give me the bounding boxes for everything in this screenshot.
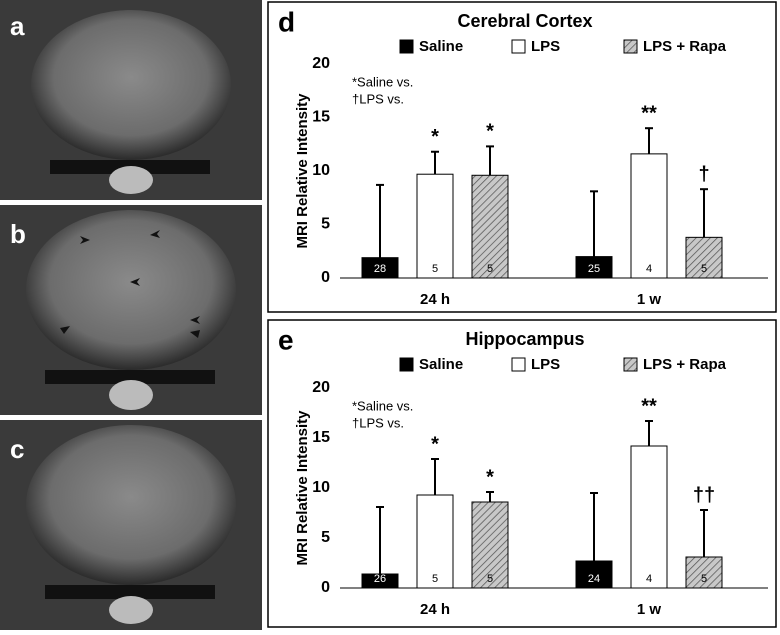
note: †LPS vs. bbox=[352, 91, 404, 106]
bar bbox=[685, 236, 723, 279]
mri-b bbox=[0, 205, 262, 415]
bar bbox=[685, 556, 723, 589]
mri-skull bbox=[45, 585, 215, 599]
x-tick-label: 1 w bbox=[637, 291, 662, 308]
count-label: 4 bbox=[646, 263, 652, 275]
count-label: 5 bbox=[487, 263, 493, 275]
mri-brain bbox=[31, 10, 231, 160]
significance-mark: † bbox=[698, 163, 709, 185]
significance-mark: * bbox=[431, 433, 439, 455]
legend-label: LPS bbox=[531, 38, 560, 55]
significance-mark: * bbox=[431, 126, 439, 148]
bar bbox=[630, 445, 668, 589]
y-tick-label: 15 bbox=[312, 109, 330, 126]
bar bbox=[416, 494, 454, 589]
panel-label: e bbox=[278, 324, 294, 355]
y-tick-label: 5 bbox=[321, 529, 330, 546]
significance-mark: †† bbox=[693, 484, 715, 506]
count-label: 28 bbox=[374, 263, 386, 275]
count-label: 4 bbox=[646, 573, 652, 585]
legend-swatch bbox=[399, 357, 414, 372]
legend-swatch bbox=[623, 357, 638, 372]
chart-title: Cerebral Cortex bbox=[457, 11, 592, 31]
count-label: 24 bbox=[588, 573, 600, 585]
count-label: 5 bbox=[701, 263, 707, 275]
panel-label: c bbox=[10, 434, 24, 464]
bar bbox=[416, 173, 454, 279]
legend-label: Saline bbox=[419, 356, 463, 373]
legend-label: LPS bbox=[531, 356, 560, 373]
significance-mark: ** bbox=[641, 102, 657, 124]
x-tick-label: 1 w bbox=[637, 601, 662, 618]
bar bbox=[630, 153, 668, 279]
legend-label: LPS + Rapa bbox=[643, 38, 727, 55]
y-tick-label: 0 bbox=[321, 269, 330, 286]
significance-mark: ** bbox=[641, 395, 657, 417]
count-label: 5 bbox=[487, 573, 493, 585]
y-tick-label: 10 bbox=[312, 162, 330, 179]
y-tick-label: 10 bbox=[312, 479, 330, 496]
x-tick-label: 24 h bbox=[420, 291, 450, 308]
y-tick-label: 20 bbox=[312, 379, 330, 396]
note: *Saline vs. bbox=[352, 398, 413, 413]
y-tick-label: 15 bbox=[312, 429, 330, 446]
note: †LPS vs. bbox=[352, 415, 404, 430]
mri-brain bbox=[26, 210, 236, 370]
count-label: 5 bbox=[701, 573, 707, 585]
mri-skull bbox=[45, 370, 215, 384]
count-label: 26 bbox=[374, 573, 386, 585]
mri-c bbox=[0, 420, 262, 630]
significance-mark: * bbox=[486, 466, 494, 488]
panel-label: a bbox=[10, 11, 25, 41]
count-label: 25 bbox=[588, 263, 600, 275]
count-label: 5 bbox=[432, 573, 438, 585]
legend-swatch bbox=[511, 357, 526, 372]
legend-label: LPS + Rapa bbox=[643, 356, 727, 373]
significance-mark: * bbox=[486, 121, 494, 143]
panel-label: b bbox=[10, 219, 26, 249]
mri-tissue bbox=[109, 596, 153, 624]
y-tick-label: 0 bbox=[321, 579, 330, 596]
chart-title: Hippocampus bbox=[465, 329, 584, 349]
y-axis-label: MRI Relative Intensity bbox=[294, 93, 311, 249]
panel-frame bbox=[267, 1, 777, 313]
panel-label: d bbox=[278, 6, 295, 37]
legend-label: Saline bbox=[419, 38, 463, 55]
count-label: 5 bbox=[432, 263, 438, 275]
legend-swatch bbox=[623, 39, 638, 54]
legend-swatch bbox=[399, 39, 414, 54]
legend-swatch bbox=[511, 39, 526, 54]
y-tick-label: 20 bbox=[312, 55, 330, 72]
mri-brain bbox=[26, 425, 236, 585]
y-tick-label: 5 bbox=[321, 216, 330, 233]
bar bbox=[471, 174, 509, 279]
mri-tissue bbox=[109, 380, 153, 410]
mri-tissue bbox=[109, 166, 153, 194]
mri-a bbox=[0, 0, 262, 200]
x-tick-label: 24 h bbox=[420, 601, 450, 618]
note: *Saline vs. bbox=[352, 74, 413, 89]
y-axis-label: MRI Relative Intensity bbox=[294, 410, 311, 566]
panel-frame bbox=[267, 319, 777, 628]
